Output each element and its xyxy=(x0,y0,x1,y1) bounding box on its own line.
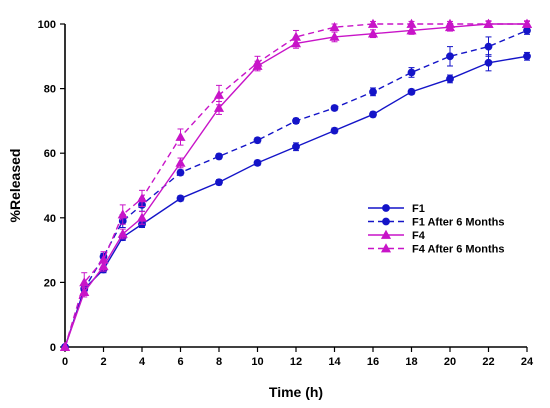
data-point xyxy=(484,58,493,67)
data-point xyxy=(369,87,377,96)
data-point xyxy=(213,102,225,112)
legend-label: F4 After 6 Months xyxy=(412,244,505,256)
data-point xyxy=(253,158,262,167)
series-line xyxy=(64,29,528,348)
legend-entry: F1 xyxy=(368,203,425,215)
data-point xyxy=(380,229,392,239)
data-point xyxy=(330,126,339,135)
series-line xyxy=(64,55,528,348)
data-point xyxy=(380,243,392,253)
data-point xyxy=(176,194,185,203)
data-point xyxy=(483,18,494,28)
x-tick-label: 2 xyxy=(100,356,106,368)
x-tick-label: 4 xyxy=(139,356,146,368)
x-tick-label: 24 xyxy=(521,356,534,368)
data-point xyxy=(406,25,417,35)
data-point xyxy=(290,31,302,41)
data-point xyxy=(369,110,377,119)
data-point xyxy=(484,42,493,51)
x-tick-label: 22 xyxy=(482,356,494,368)
data-point xyxy=(523,26,531,35)
data-point xyxy=(382,204,390,212)
data-point xyxy=(367,18,379,28)
y-tick-label: 100 xyxy=(38,19,56,31)
legend-entry: F1 After 6 Months xyxy=(368,217,505,229)
y-axis-title: %Released xyxy=(7,149,23,223)
series-line xyxy=(64,23,527,348)
legend-label: F4 xyxy=(412,230,426,242)
data-point xyxy=(136,193,148,203)
x-tick-label: 0 xyxy=(62,356,68,368)
legend-label: F1 xyxy=(412,203,425,215)
data-point xyxy=(446,52,454,61)
data-point xyxy=(521,18,533,28)
data-point xyxy=(329,31,340,41)
legend-entry: F4 After 6 Months xyxy=(368,243,505,256)
data-point xyxy=(252,57,263,67)
data-point xyxy=(292,142,300,151)
series-f4-after-6-months xyxy=(59,18,533,351)
series-f1 xyxy=(61,51,531,351)
data-point xyxy=(329,22,340,32)
data-point xyxy=(407,87,416,96)
data-point xyxy=(59,341,71,351)
data-point xyxy=(382,217,390,226)
x-tick-label: 18 xyxy=(405,356,417,368)
x-tick-label: 10 xyxy=(251,356,263,368)
y-tick-label: 40 xyxy=(44,213,56,225)
x-tick-label: 16 xyxy=(367,356,379,368)
data-point xyxy=(330,104,339,112)
data-point xyxy=(175,131,186,141)
data-point xyxy=(215,178,223,187)
y-tick-label: 60 xyxy=(44,148,56,160)
data-point xyxy=(407,68,416,77)
y-tick-label: 0 xyxy=(50,342,56,354)
x-tick-label: 20 xyxy=(444,356,456,368)
legend-entry: F4 xyxy=(368,229,426,242)
legend-label: F1 After 6 Months xyxy=(412,217,505,229)
x-tick-label: 14 xyxy=(328,356,341,368)
data-point xyxy=(215,152,223,161)
data-point xyxy=(213,89,225,99)
x-axis-title: Time (h) xyxy=(269,384,323,400)
data-point xyxy=(523,52,531,61)
data-point xyxy=(444,18,456,28)
data-point xyxy=(117,209,128,219)
data-point xyxy=(253,136,262,145)
data-point xyxy=(136,212,148,222)
y-tick-label: 80 xyxy=(44,84,56,96)
series-layer xyxy=(59,18,533,351)
y-tick-label: 20 xyxy=(44,277,56,289)
data-point xyxy=(117,228,128,238)
data-point xyxy=(98,254,109,264)
data-point xyxy=(446,75,454,83)
x-tick-label: 6 xyxy=(177,356,183,368)
data-point xyxy=(175,157,186,167)
data-point xyxy=(176,168,185,177)
data-point xyxy=(292,117,300,125)
x-tick-label: 8 xyxy=(216,356,222,368)
data-point xyxy=(79,277,90,287)
data-point xyxy=(367,28,379,38)
series-f4 xyxy=(59,18,533,351)
series-line xyxy=(64,23,527,348)
data-point xyxy=(406,18,417,28)
x-tick-label: 12 xyxy=(290,356,302,368)
